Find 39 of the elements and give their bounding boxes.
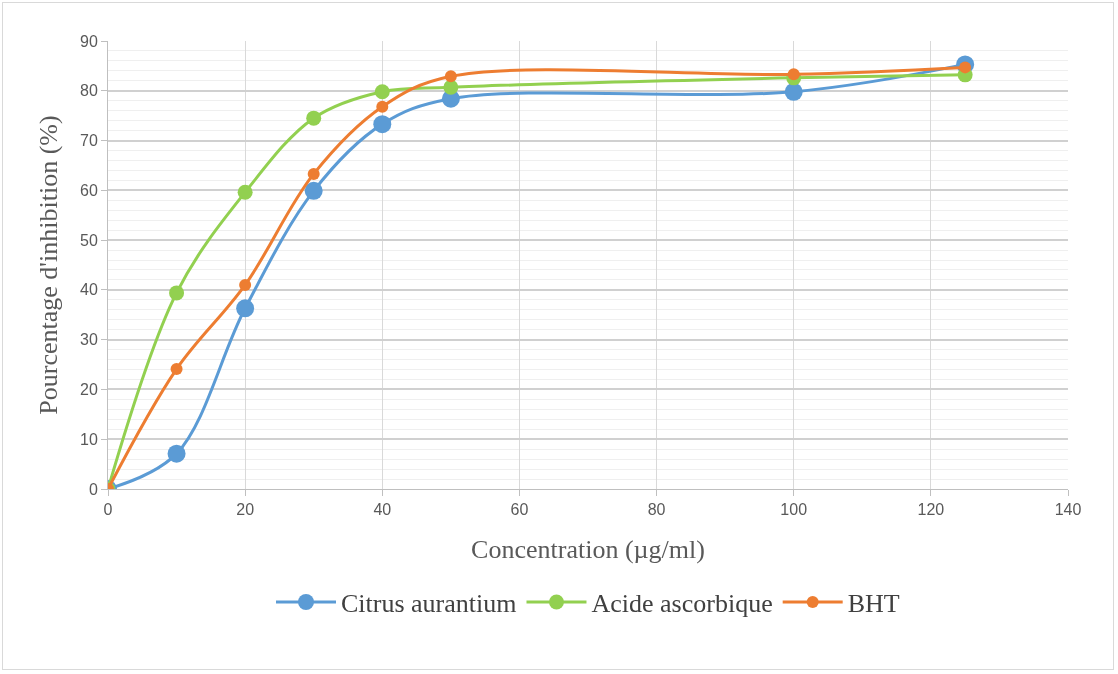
point: [306, 110, 322, 126]
point: [304, 181, 323, 200]
y-tick-label: 20: [80, 381, 98, 399]
point: [787, 68, 800, 81]
y-axis-title: Pourcentage d'inhibition (%): [34, 115, 64, 415]
y-tick-label: 70: [80, 132, 98, 150]
x-tick-label: 20: [236, 501, 255, 519]
point: [784, 82, 803, 101]
x-tick-label: 140: [1054, 501, 1082, 519]
point: [376, 100, 389, 113]
x-tick-label: 120: [917, 501, 945, 519]
point: [443, 79, 459, 95]
point: [169, 285, 185, 301]
legend-label: Citrus aurantium: [341, 589, 517, 619]
point: [237, 184, 253, 200]
x-tick-label: 0: [103, 501, 113, 519]
point: [307, 167, 320, 180]
legend-label: BHT: [847, 589, 900, 619]
point: [444, 70, 457, 83]
x-tick-label: 40: [373, 501, 392, 519]
point: [236, 299, 255, 318]
y-tick-label: 90: [80, 32, 98, 50]
y-tick-label: 0: [88, 480, 98, 498]
x-tick-label: 80: [647, 501, 666, 519]
x-tick-label: 60: [510, 501, 529, 519]
x-tick-label: 100: [780, 501, 808, 519]
point: [373, 115, 392, 134]
x-axis-title: Concentration (µg/ml): [471, 534, 705, 564]
y-tick-label: 30: [80, 331, 98, 349]
point: [239, 278, 252, 291]
point: [170, 363, 183, 376]
y-tick-label: 60: [80, 181, 98, 199]
y-tick-label: 80: [80, 82, 98, 100]
legend-label: Acide ascorbique: [591, 589, 773, 619]
y-tick-label: 40: [80, 281, 98, 299]
y-tick-label: 10: [80, 430, 98, 448]
point: [374, 84, 390, 100]
y-tick-label: 50: [80, 231, 98, 249]
point: [167, 444, 186, 463]
